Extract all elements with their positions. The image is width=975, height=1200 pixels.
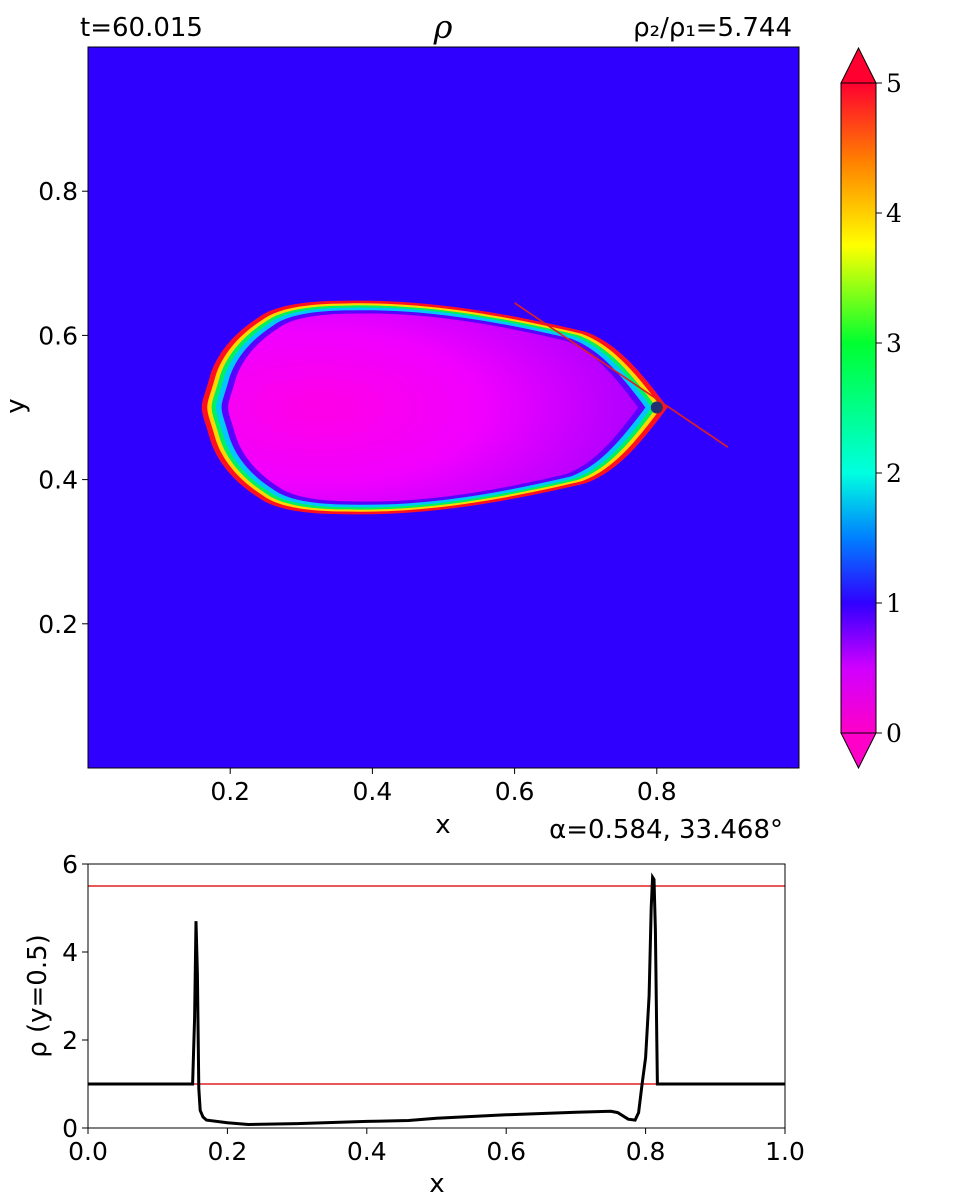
heatmap-y-tick-label: 0.2 [38, 610, 78, 639]
colorbar-ticks: 0 1 2 3 4 5 [876, 69, 902, 748]
profile-x-tick-label: 1.0 [765, 1137, 805, 1166]
colorbar-tick-label: 3 [886, 329, 902, 358]
profile-frame [87, 863, 786, 1129]
profile-x-tick-label: 0.0 [68, 1137, 108, 1166]
colorbar-gradient [841, 83, 876, 733]
colorbar-tick-label: 5 [886, 69, 902, 98]
heatmap-x-tick-label: 0.2 [210, 777, 250, 806]
colorbar: 0 1 2 3 4 5 [840, 46, 902, 770]
heatmap-panel: 0.2 0.4 0.6 0.8 0.2 0.4 0.6 0.8 x y [1, 46, 800, 840]
profile-x-tick-label: 0.4 [347, 1137, 387, 1166]
profile-x-tick-label: 0.6 [486, 1137, 526, 1166]
profile-x-tick-label: 0.8 [626, 1137, 666, 1166]
profile-y-tick-label: 0 [62, 1114, 78, 1143]
colorbar-tick-label: 0 [886, 719, 902, 748]
heatmap-x-axis-label: x [435, 810, 450, 840]
angle-label: α=0.584, 33.468° [549, 815, 783, 845]
profile-panel: 0.0 0.2 0.4 0.6 0.8 1.0 0 2 4 6 x ρ (y=0.5) [23, 850, 805, 1199]
heatmap-x-tick-label: 0.6 [495, 777, 535, 806]
time-label: t=60.015 [80, 13, 203, 43]
heatmap-y-tick-label: 0.4 [38, 466, 78, 495]
profile-x-tick-label: 0.2 [208, 1137, 248, 1166]
heatmap-title: ρ [433, 8, 453, 46]
profile-x-axis-label: x [429, 1169, 444, 1199]
profile-y-ticks: 0 2 4 6 [62, 850, 88, 1143]
profile-y-tick-label: 2 [62, 1026, 78, 1055]
density-ratio-label: ρ₂/ρ₁=5.744 [633, 13, 792, 43]
density-profile-line [88, 872, 785, 1127]
probe-point [650, 401, 663, 414]
profile-y-axis-label: ρ (y=0.5) [23, 934, 53, 1058]
shock-angle-line [514, 302, 729, 448]
bubble-structure [201, 300, 729, 515]
colorbar-max-extension [840, 46, 877, 84]
colorbar-tick-label: 1 [886, 589, 902, 618]
heatmap-y-tick-label: 0.8 [38, 177, 78, 206]
colorbar-tick-label: 4 [886, 199, 902, 228]
colorbar-min-extension [840, 732, 877, 770]
heatmap-y-ticks: 0.2 0.4 0.6 0.8 [38, 177, 88, 639]
colorbar-frame [840, 82, 877, 734]
heatmap-x-tick-label: 0.8 [637, 777, 677, 806]
bubble-interior [228, 313, 639, 502]
heatmap-y-axis-label: y [1, 398, 31, 413]
heatmap-frame [87, 46, 800, 769]
profile-y-tick-label: 6 [62, 850, 78, 879]
heatmap-x-ticks: 0.2 0.4 0.6 0.8 [210, 768, 677, 806]
colorbar-tick-label: 2 [886, 459, 902, 488]
heatmap-x-tick-label: 0.4 [353, 777, 393, 806]
profile-x-ticks: 0.0 0.2 0.4 0.6 0.8 1.0 [68, 1128, 805, 1166]
heatmap-y-tick-label: 0.6 [38, 321, 78, 350]
profile-y-tick-label: 4 [62, 938, 78, 967]
